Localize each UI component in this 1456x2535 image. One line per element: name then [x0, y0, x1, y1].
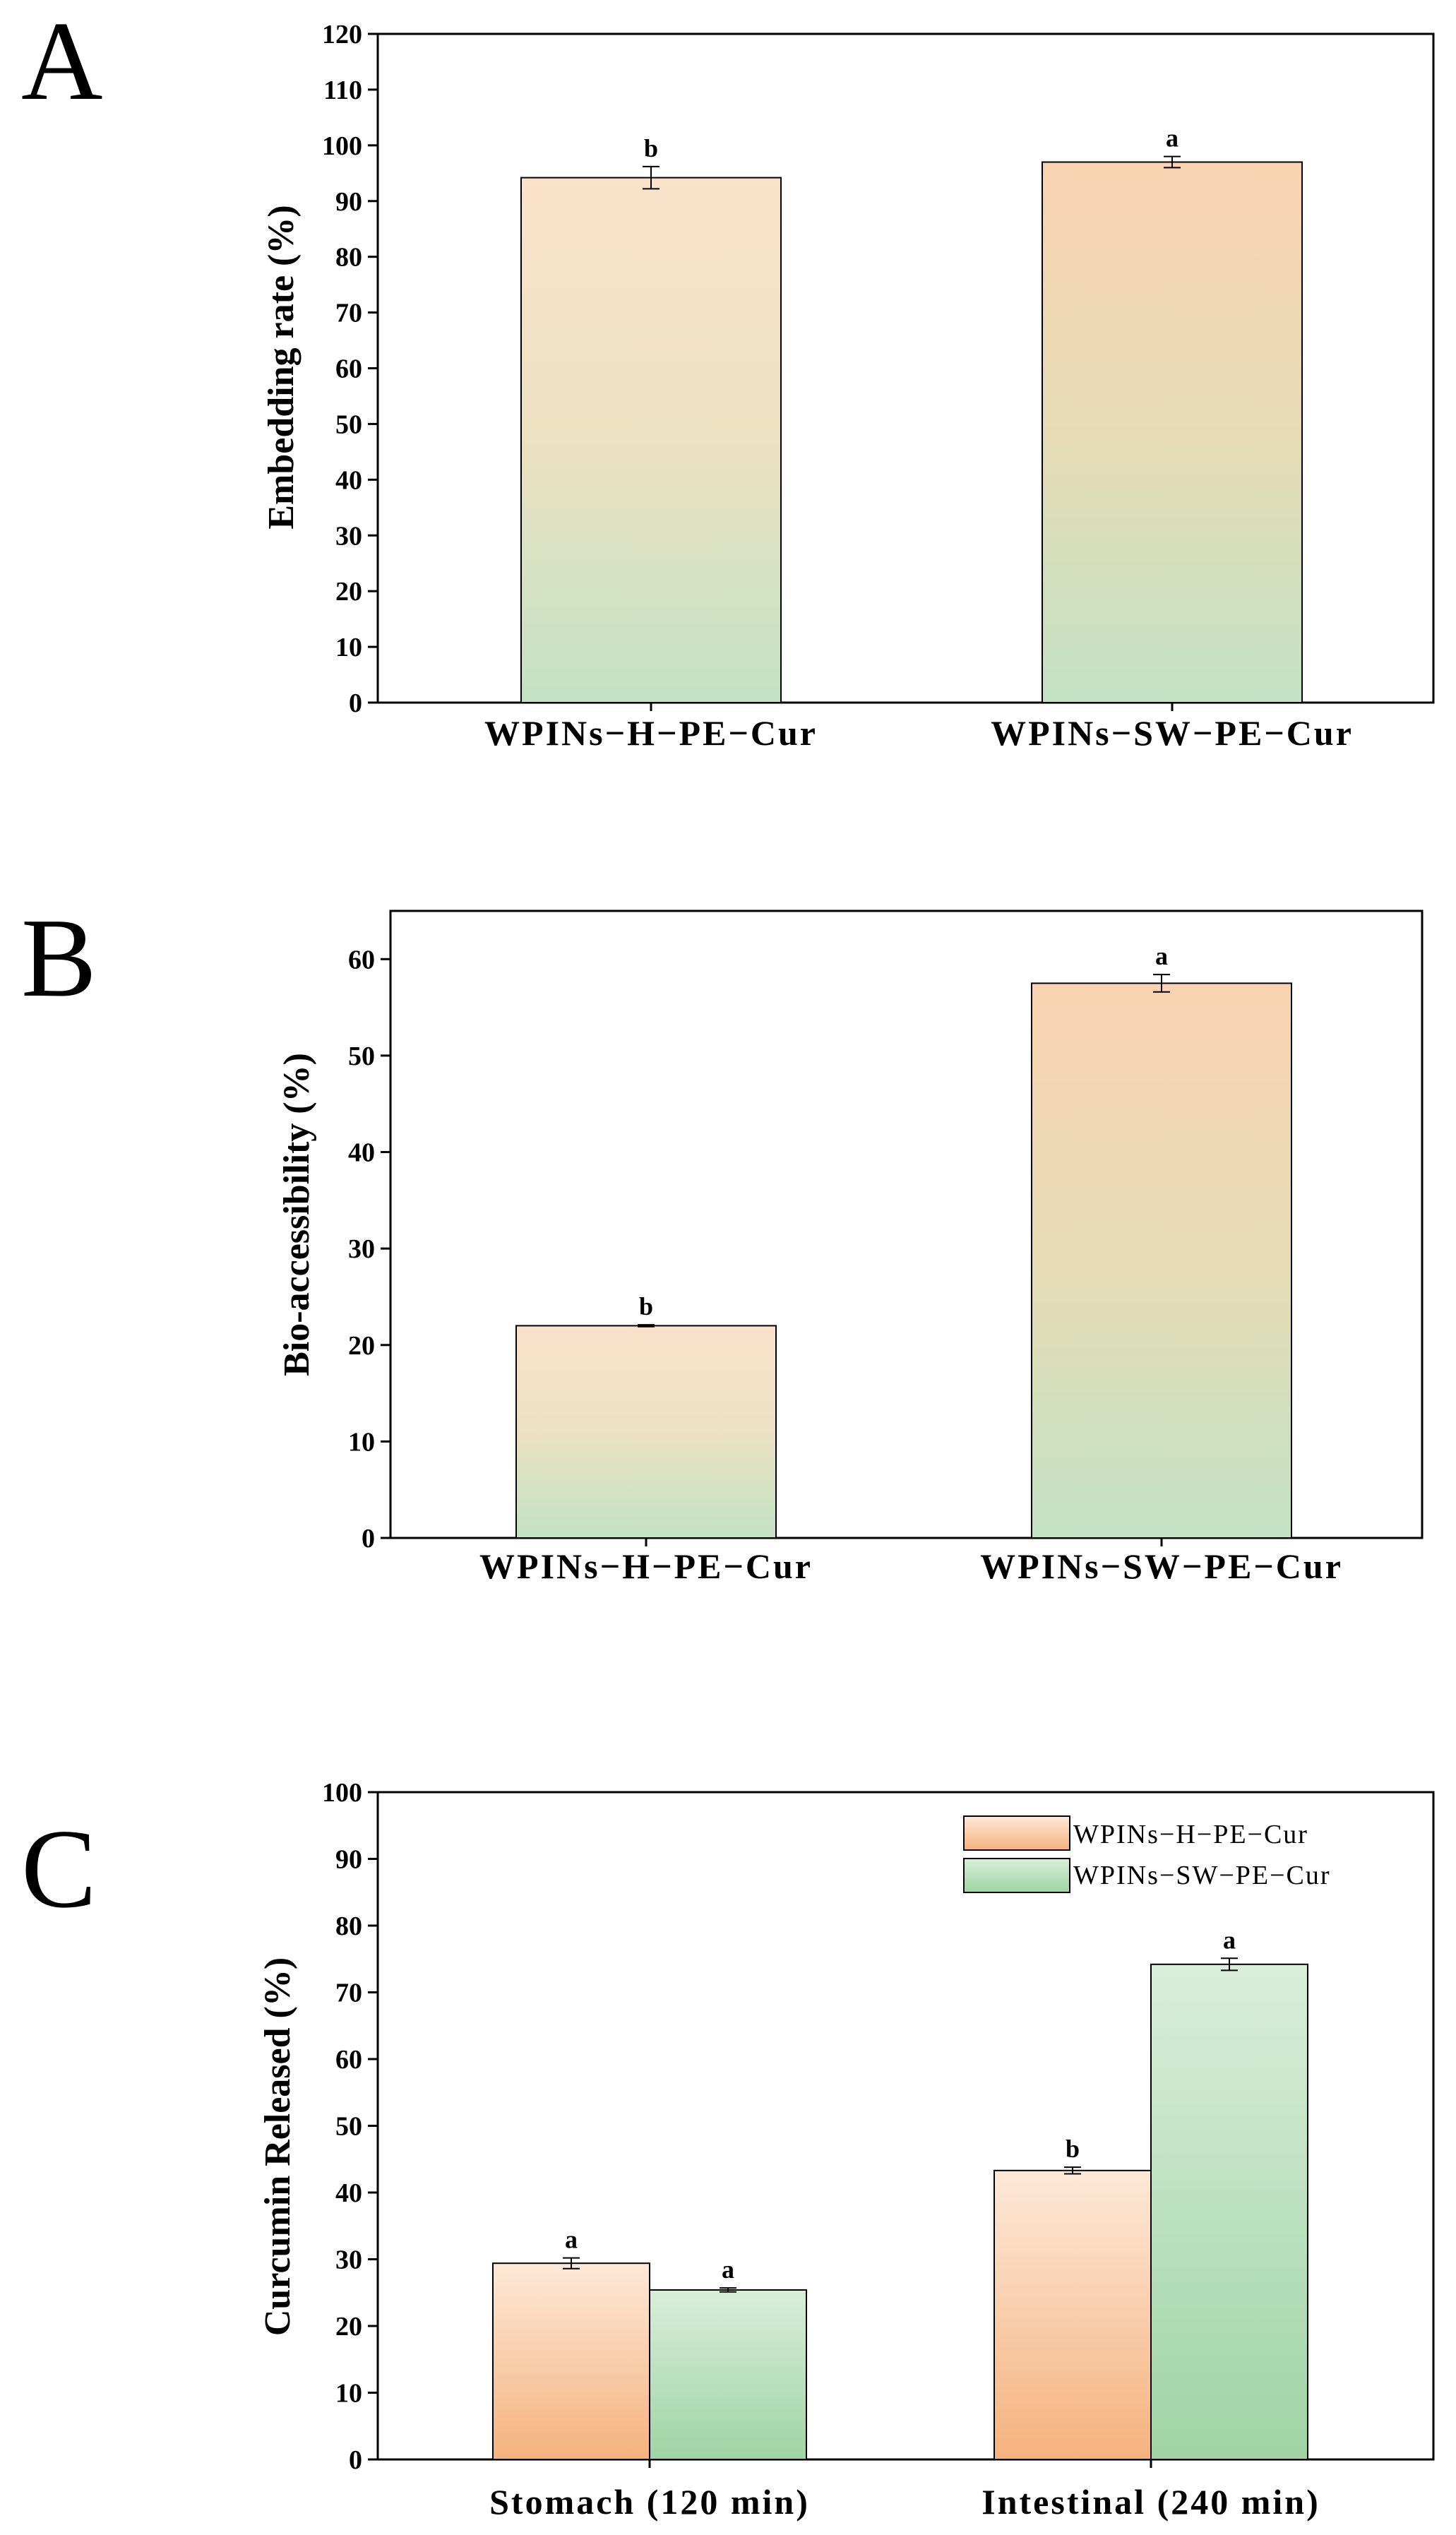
significance-label-c-1-0: a: [722, 2255, 734, 2284]
plot-area-c: 0 10 20 30 40 50 60 70 80 90 100 a b a a: [322, 1778, 1435, 2475]
y-tick-label-c-2: 20: [335, 2312, 362, 2342]
y-tick-label-b-0: 0: [362, 1524, 375, 1553]
y-tick-label-a-5: 50: [335, 410, 362, 439]
panel-a: A Embedding rate (%) 0 10 20 30 40 50 60 70 80 90…: [21, 0, 1435, 753]
significance-label-c-1-1: a: [1223, 1926, 1236, 1954]
y-tick-label-a-12: 120: [322, 20, 362, 49]
y-tick-label-a-6: 60: [335, 354, 362, 384]
y-tick-label-c-5: 50: [335, 2112, 362, 2142]
y-tick-label-a-11: 110: [323, 76, 362, 105]
y-axis-title-b: Bio-accessibility (%): [277, 1053, 317, 1376]
legend-swatch-1: [963, 1858, 1070, 1893]
bar-a-0-1: [1042, 161, 1303, 703]
bar-c-0-1: [993, 2169, 1152, 2460]
category-label-b-0: WPINs−H−PE−Cur: [479, 1546, 813, 1586]
y-tick-label-b-2: 20: [348, 1331, 375, 1361]
panel-letter-b: B: [21, 895, 97, 1020]
y-tick-label-b-6: 60: [348, 945, 375, 974]
significance-label-a-0-0: b: [644, 134, 658, 162]
y-tick-label-a-3: 30: [335, 521, 362, 551]
plot-area-a: 0 10 20 30 40 50 60 70 80 90 100 110 120 b a: [322, 20, 1435, 718]
y-axis-title-c: Curcumin Released (%): [258, 1957, 298, 2336]
plot-frame-b: [389, 909, 1424, 1539]
category-label-b-1: WPINs−SW−PE−Cur: [980, 1546, 1343, 1586]
y-tick-label-a-0: 0: [349, 688, 362, 718]
y-tick-label-a-1: 10: [335, 633, 362, 662]
y-tick-label-c-9: 90: [335, 1845, 362, 1875]
y-tick-label-b-3: 30: [348, 1234, 375, 1264]
significance-label-c-0-0: a: [565, 2226, 578, 2254]
category-label-c-1: Intestinal (240 min): [981, 2482, 1320, 2522]
category-label-a-1: WPINs−SW−PE−Cur: [991, 713, 1354, 753]
bar-c-0-0: [492, 2262, 650, 2460]
plot-area-b: 0 10 20 30 40 50 60 b a: [348, 909, 1424, 1553]
bar-c-1-0: [649, 2289, 807, 2460]
y-tick-label-a-2: 20: [335, 577, 362, 607]
y-tick-label-a-9: 90: [335, 187, 362, 217]
panel-b: B Bio-accessibility (%) 0102030405060ba …: [21, 895, 1424, 1586]
y-tick-label-b-5: 50: [348, 1042, 375, 1071]
category-label-c-0: Stomach (120 min): [489, 2482, 810, 2522]
y-tick-label-a-10: 100: [322, 131, 362, 161]
y-tick-label-c-6: 60: [335, 2045, 362, 2075]
legend-label-1: WPINs−SW−PE−Cur: [1073, 1861, 1331, 1890]
bar-c-1-1: [1150, 1963, 1308, 2461]
category-label-a-0: WPINs−H−PE−Cur: [484, 713, 818, 753]
y-axis-title-a: Embedding rate (%): [261, 205, 302, 529]
y-tick-label-a-4: 40: [335, 465, 362, 495]
panel-c: C Curcumin Released (%) 0 10 20 30 40 50 60 70 8…: [21, 1778, 1435, 2522]
y-tick-label-c-4: 40: [335, 2178, 362, 2208]
bar-b-0-0: [515, 1325, 777, 1539]
y-tick-label-c-7: 70: [335, 1979, 362, 2008]
significance-label-c-0-1: b: [1066, 2135, 1080, 2163]
legend-label-0: WPINs−H−PE−Cur: [1073, 1820, 1308, 1849]
legend-c: WPINs−H−PE−Cur WPINs−SW−PE−Cur: [963, 1815, 1331, 1893]
panel-letter-a: A: [21, 0, 103, 124]
bar-a-0-0: [520, 177, 782, 704]
y-tick-label-c-8: 80: [335, 1911, 362, 1941]
y-tick-label-b-1: 10: [348, 1427, 375, 1457]
y-tick-label-b-4: 40: [348, 1138, 375, 1168]
y-tick-label-c-10: 100: [322, 1778, 362, 1808]
y-tick-label-c-0: 0: [349, 2445, 362, 2475]
y-tick-label-a-8: 80: [335, 243, 362, 273]
significance-label-b-0-1: a: [1155, 942, 1168, 970]
panel-letter-c: C: [21, 1806, 97, 1931]
legend-swatch-0: [963, 1815, 1070, 1851]
y-tick-label-a-7: 70: [335, 299, 362, 328]
significance-label-b-0-0: b: [639, 1292, 653, 1320]
y-tick-label-c-3: 30: [335, 2245, 362, 2275]
y-tick-label-c-1: 10: [335, 2379, 362, 2409]
significance-label-a-0-1: a: [1166, 124, 1178, 153]
bar-b-0-1: [1031, 982, 1292, 1539]
